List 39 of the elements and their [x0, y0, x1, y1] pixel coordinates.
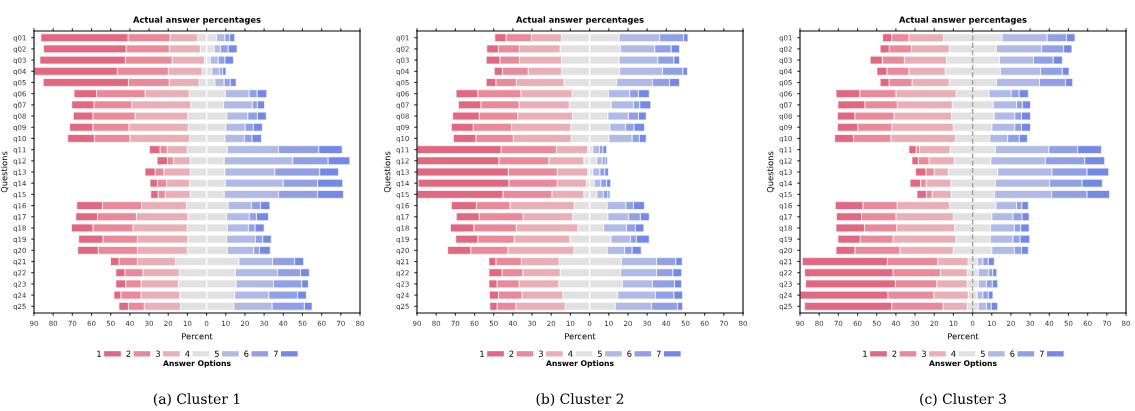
legend-label: 2 [892, 350, 897, 357]
legend-label: 1 [97, 350, 101, 357]
legend-label: 6 [627, 350, 632, 357]
legend-label: 7 [1039, 350, 1044, 357]
bar [908, 145, 917, 154]
chart-title: Actual answer percentages [133, 16, 261, 25]
chart-title: Actual answer percentages [516, 16, 644, 25]
bar [211, 67, 220, 76]
bar [602, 145, 608, 154]
chart-title: Actual answer percentages [899, 16, 1027, 25]
y-axis-title: Questions [383, 151, 392, 193]
legend-label: 1 [480, 350, 484, 357]
legend-label: 5 [214, 350, 219, 357]
x-axis-title: Percent [948, 333, 979, 340]
legend-label: 4 [951, 350, 956, 357]
bar [992, 268, 998, 277]
text: (a) Cluster 1 [153, 393, 240, 406]
legend-label: 4 [568, 350, 573, 357]
text: (b) Cluster 2 [536, 393, 624, 406]
x-axis-title: Percent [565, 333, 596, 340]
legend-label: 6 [244, 350, 249, 357]
bar [592, 145, 600, 154]
legend-label: 1 [863, 350, 867, 357]
legend-label: 5 [980, 350, 985, 357]
legend-label: 3 [155, 350, 160, 357]
legend-label: 4 [185, 350, 190, 357]
legend-label: 6 [1010, 350, 1015, 357]
x-axis-title: Percent [182, 333, 213, 340]
legend-label: 3 [538, 350, 543, 357]
text: (c) Cluster 3 [920, 393, 1006, 406]
y-axis-title: Questions [0, 151, 9, 193]
legend-label: 5 [597, 350, 602, 357]
y-axis-title: Questions [766, 151, 775, 193]
legend-label: 7 [273, 350, 278, 357]
legend-label: 2 [509, 350, 514, 357]
bar [592, 167, 601, 177]
legend-label: 2 [126, 350, 131, 357]
legend-label: 7 [656, 350, 661, 357]
legend-label: 3 [921, 350, 926, 357]
